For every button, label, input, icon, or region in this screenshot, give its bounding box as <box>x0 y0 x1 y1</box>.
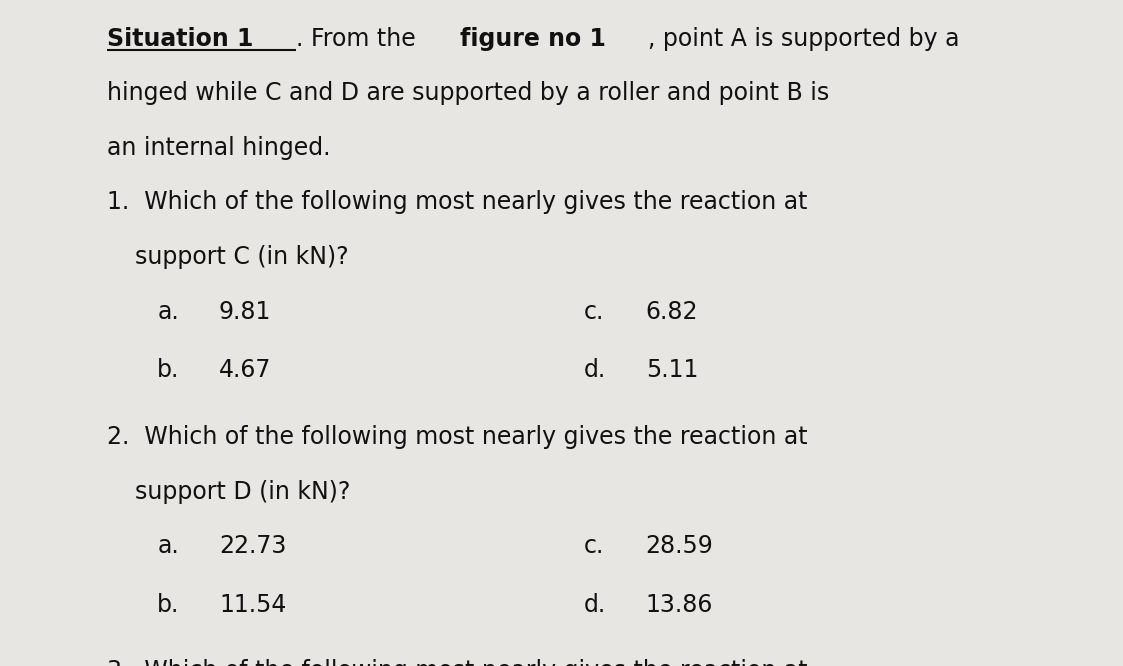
Text: b.: b. <box>157 358 180 382</box>
Text: 11.54: 11.54 <box>219 593 286 617</box>
Text: c.: c. <box>584 534 604 558</box>
Text: d.: d. <box>584 358 606 382</box>
Text: 4.67: 4.67 <box>219 358 272 382</box>
Text: 5.11: 5.11 <box>646 358 699 382</box>
Text: support C (in kN)?: support C (in kN)? <box>135 245 348 269</box>
Text: an internal hinged.: an internal hinged. <box>107 136 330 160</box>
Text: 28.59: 28.59 <box>646 534 713 558</box>
Text: 9.81: 9.81 <box>219 300 272 324</box>
Text: 22.73: 22.73 <box>219 534 286 558</box>
Text: hinged while C and D are supported by a roller and point B is: hinged while C and D are supported by a … <box>107 81 829 105</box>
Text: 6.82: 6.82 <box>646 300 699 324</box>
Text: . From the: . From the <box>295 27 422 51</box>
Text: 3.  Which of the following most nearly gives the reaction at: 3. Which of the following most nearly gi… <box>107 659 807 666</box>
Text: figure no 1: figure no 1 <box>459 27 605 51</box>
Text: 2.  Which of the following most nearly gives the reaction at: 2. Which of the following most nearly gi… <box>107 425 807 449</box>
Text: a.: a. <box>157 534 179 558</box>
Text: a.: a. <box>157 300 179 324</box>
Text: support D (in kN)?: support D (in kN)? <box>135 480 350 503</box>
Text: 1.  Which of the following most nearly gives the reaction at: 1. Which of the following most nearly gi… <box>107 190 807 214</box>
Text: , point A is supported by a: , point A is supported by a <box>648 27 959 51</box>
Text: b.: b. <box>157 593 180 617</box>
Text: Situation 1: Situation 1 <box>107 27 253 51</box>
Text: 13.86: 13.86 <box>646 593 713 617</box>
Text: c.: c. <box>584 300 604 324</box>
Text: d.: d. <box>584 593 606 617</box>
